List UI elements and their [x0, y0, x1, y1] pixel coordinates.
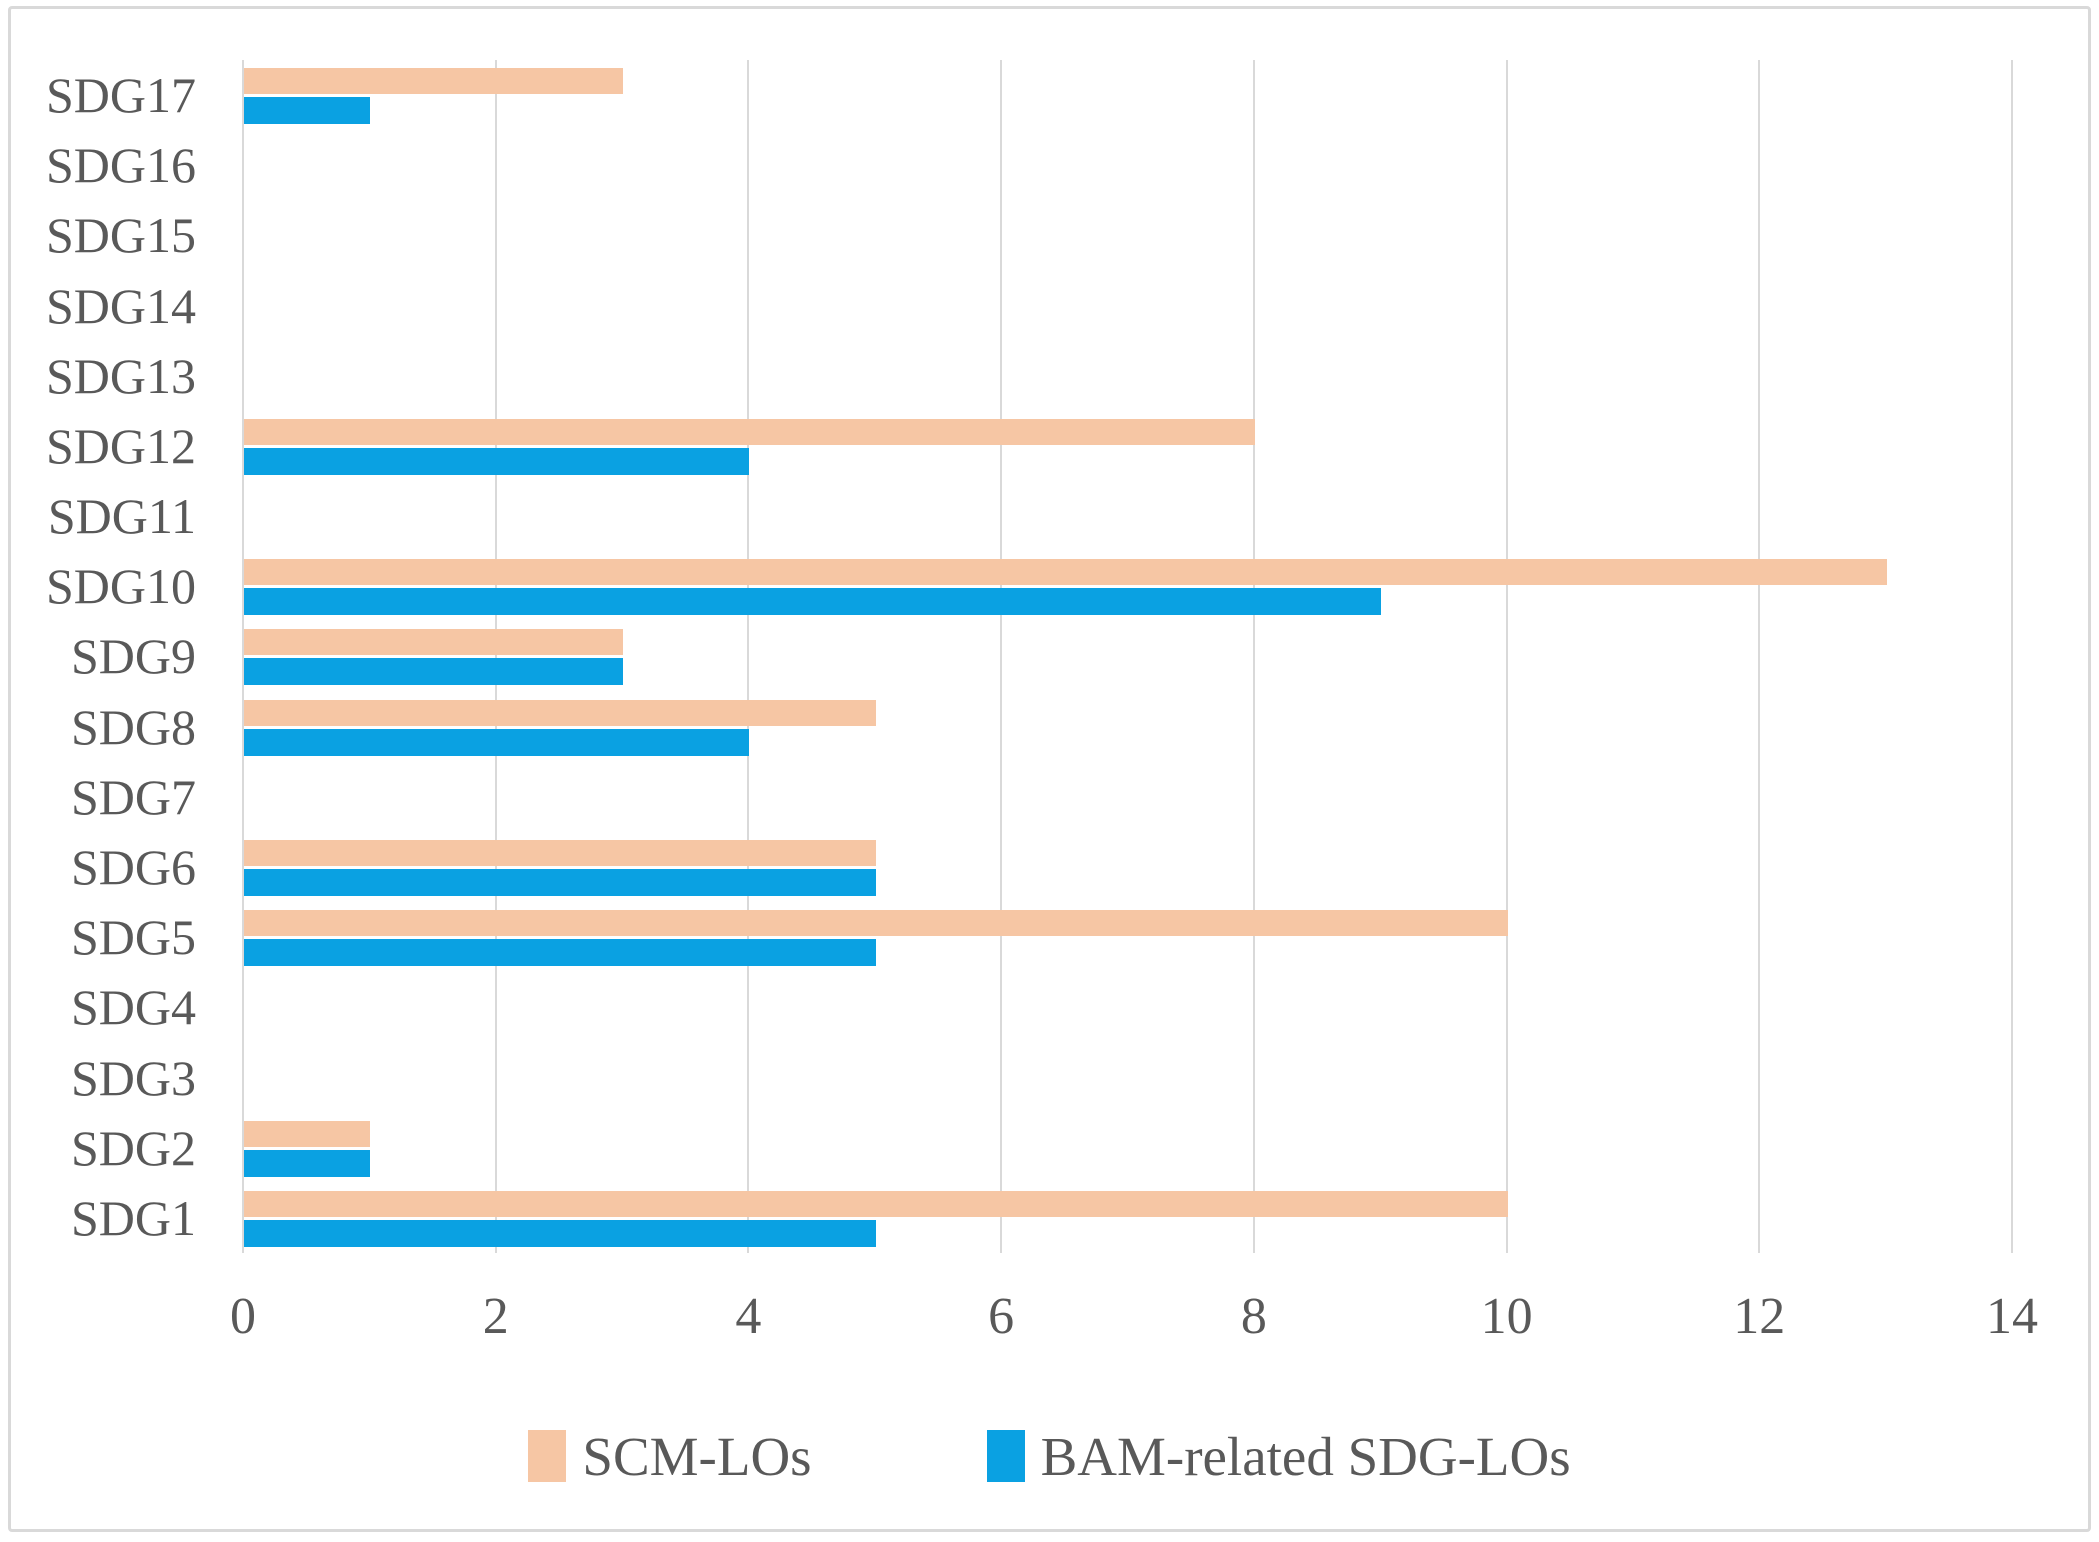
bar-bam-related-sdg-los-sdg17 [244, 97, 371, 124]
x-axis-label-10: 10 [1480, 1288, 1533, 1345]
x-axis-label-14: 14 [1986, 1288, 2038, 1345]
legend-item-scm-los: SCM-LOs [528, 1425, 812, 1487]
gridline-x-8 [1252, 60, 1255, 1253]
bar-scm-los-sdg12 [244, 418, 1255, 445]
y-axis-label-sdg2: SDG2 [70, 1119, 196, 1176]
y-axis-label-sdg5: SDG5 [70, 909, 196, 966]
bar-scm-los-sdg8 [244, 699, 876, 726]
gridline-x-2 [494, 60, 497, 1253]
gridline-x-14 [2011, 60, 2013, 1253]
x-axis-label-4: 4 [735, 1288, 762, 1345]
x-axis-label-8: 8 [1240, 1288, 1267, 1345]
bar-bam-related-sdg-los-sdg1 [244, 1219, 876, 1247]
y-axis-label-sdg9: SDG9 [70, 628, 196, 685]
bar-scm-los-sdg6 [244, 839, 876, 866]
bar-scm-los-sdg1 [244, 1190, 1508, 1217]
y-axis-label-sdg3: SDG3 [70, 1049, 196, 1106]
bar-bam-related-sdg-los-sdg5 [244, 939, 876, 967]
bar-scm-los-sdg2 [244, 1120, 371, 1147]
bar-scm-los-sdg10 [244, 559, 1887, 586]
y-axis-label-sdg8: SDG8 [70, 698, 196, 755]
legend-swatch-scm-los-icon [528, 1430, 567, 1482]
y-axis-label-sdg14: SDG14 [45, 277, 196, 334]
y-axis-label-sdg13: SDG13 [45, 347, 196, 404]
legend: SCM-LOs BAM-related SDG-LOs [0, 1418, 2099, 1494]
gridline-x-4 [747, 60, 750, 1253]
gridline-x-10 [1505, 60, 1508, 1253]
y-axis-label-sdg6: SDG6 [70, 839, 196, 896]
y-axis-label-sdg11: SDG11 [47, 488, 196, 545]
bar-bam-related-sdg-los-sdg2 [244, 1149, 371, 1177]
y-axis-label-sdg16: SDG16 [45, 137, 196, 194]
y-axis-label-sdg1: SDG1 [70, 1189, 196, 1246]
y-axis-label-sdg12: SDG12 [45, 417, 196, 474]
legend-label-bam-related-sdg-los: BAM-related SDG-LOs [1040, 1425, 1571, 1487]
bar-scm-los-sdg5 [244, 910, 1508, 937]
bar-bam-related-sdg-los-sdg10 [244, 588, 1382, 616]
y-axis-label-sdg10: SDG10 [45, 558, 196, 615]
y-axis-label-sdg15: SDG15 [45, 207, 196, 264]
y-axis-label-sdg17: SDG17 [45, 67, 196, 124]
legend-label-scm-los: SCM-LOs [582, 1425, 812, 1487]
legend-swatch-bam-related-sdg-los-icon [986, 1430, 1025, 1482]
gridline-x-12 [1758, 60, 1761, 1253]
y-axis-label-sdg7: SDG7 [70, 768, 196, 825]
bar-bam-related-sdg-los-sdg6 [244, 868, 876, 896]
bar-bam-related-sdg-los-sdg12 [244, 447, 750, 475]
x-axis-label-2: 2 [482, 1288, 509, 1345]
gridline-x-0 [242, 60, 244, 1253]
legend-item-bam-related-sdg-los: BAM-related SDG-LOs [986, 1425, 1571, 1487]
gridline-x-6 [1000, 60, 1003, 1253]
y-axis-label-sdg4: SDG4 [70, 979, 196, 1036]
x-axis-label-0: 0 [230, 1288, 256, 1345]
bar-bam-related-sdg-los-sdg8 [244, 728, 750, 756]
x-axis-label-6: 6 [988, 1288, 1015, 1345]
x-axis-label-12: 12 [1733, 1288, 1786, 1345]
bar-scm-los-sdg9 [244, 629, 624, 656]
bar-scm-los-sdg17 [244, 68, 624, 94]
bar-bam-related-sdg-los-sdg9 [244, 658, 624, 686]
